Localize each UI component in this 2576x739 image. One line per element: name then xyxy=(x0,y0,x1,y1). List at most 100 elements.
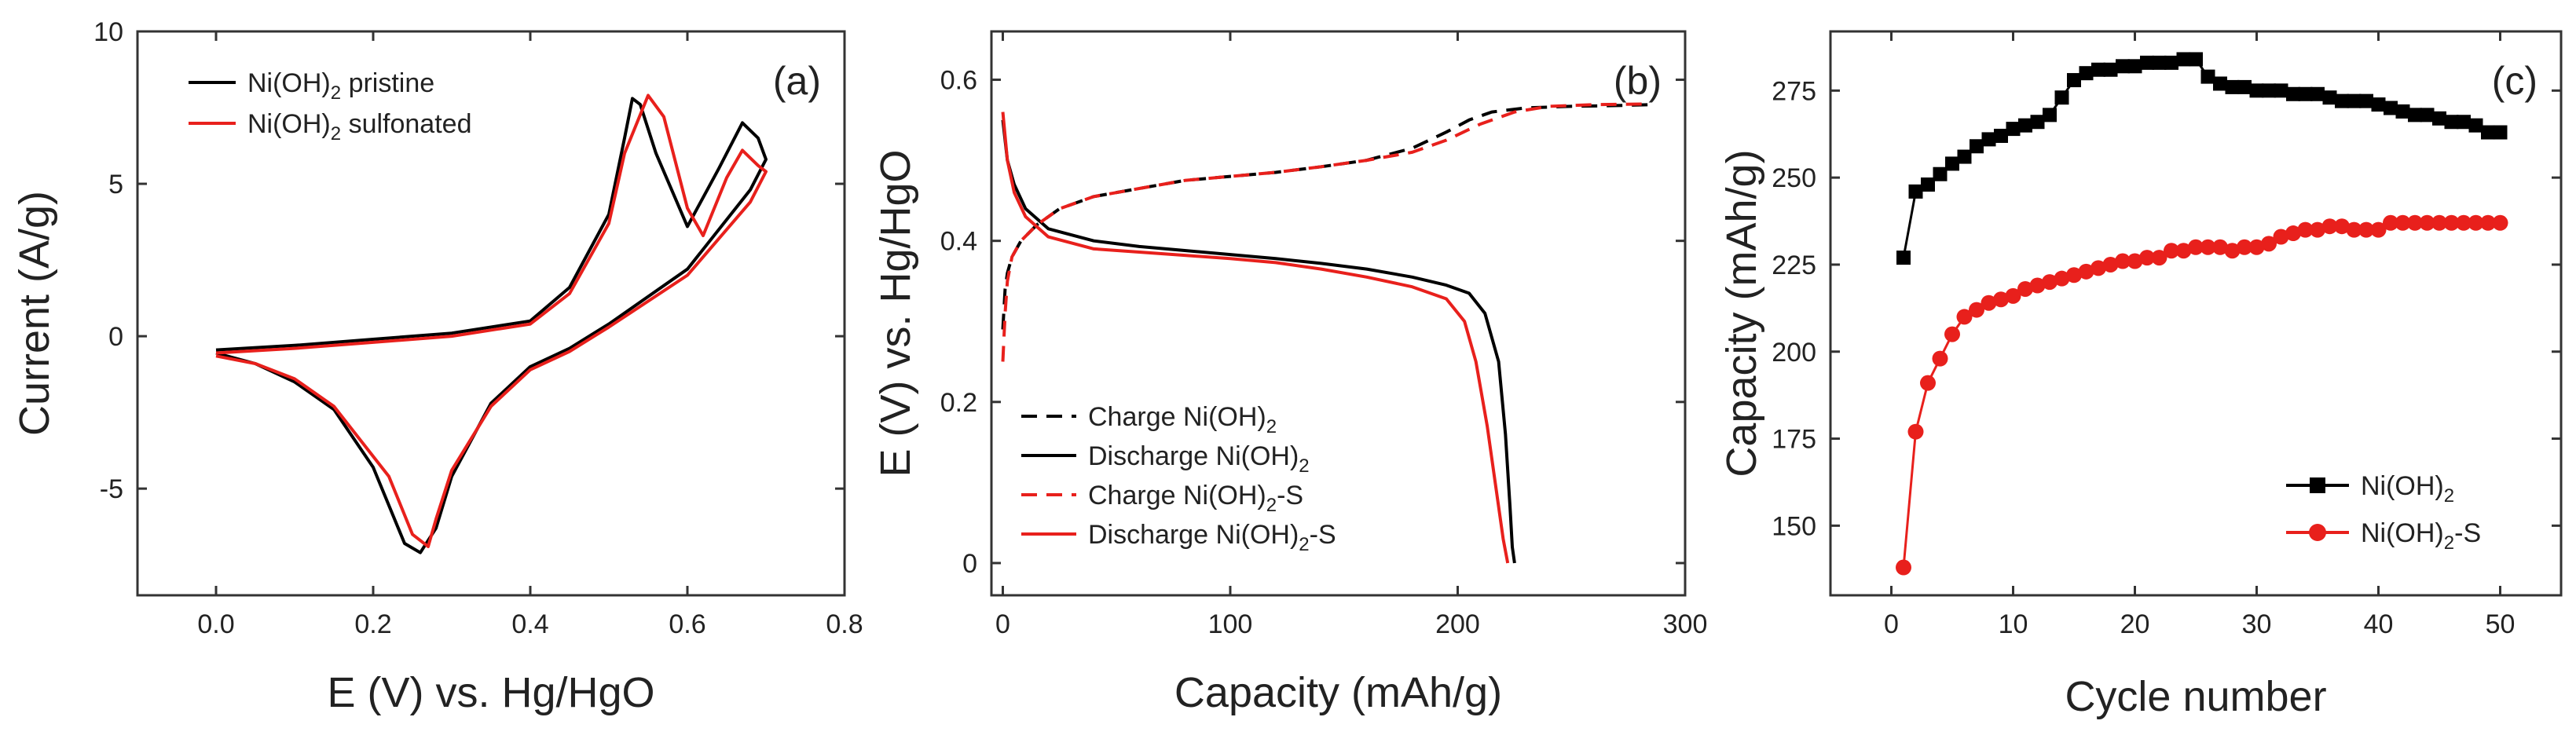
data-point xyxy=(2420,108,2435,123)
data-point xyxy=(1933,166,1948,181)
data-point xyxy=(2395,104,2410,119)
data-point xyxy=(2431,214,2447,231)
data-point xyxy=(2091,62,2105,77)
data-point xyxy=(2200,239,2216,255)
x-tick-label: 10 xyxy=(1999,609,2028,639)
data-point xyxy=(1896,559,1911,576)
data-point xyxy=(2127,253,2143,269)
data-point xyxy=(2018,118,2032,133)
data-point xyxy=(1896,251,1911,265)
data-point xyxy=(1994,128,2008,143)
x-axis-title: E (V) vs. Hg/HgO xyxy=(327,669,654,716)
series-3: Discharge Ni(OH)2-S xyxy=(1001,112,1510,564)
data-point xyxy=(2067,73,2081,88)
y-axis-title: Current (A/g) xyxy=(11,191,58,436)
x-tick-label: 200 xyxy=(1435,609,1480,639)
data-point xyxy=(2164,243,2179,259)
series-line xyxy=(215,97,768,554)
data-point xyxy=(2042,274,2058,291)
series-1: Discharge Ni(OH)2 xyxy=(1001,119,1516,564)
data-point xyxy=(2468,214,2484,231)
data-point xyxy=(2225,79,2240,94)
series-0: Ni(OH)2 pristine xyxy=(189,68,768,554)
y-tick-label: 175 xyxy=(1772,425,1816,455)
legend-label: Discharge Ni(OH)2 xyxy=(1088,441,1310,477)
x-tick-label: 0.2 xyxy=(354,609,391,639)
data-point xyxy=(2030,115,2045,130)
data-point xyxy=(2249,83,2264,98)
data-point xyxy=(2285,225,2301,242)
data-point xyxy=(2493,125,2508,140)
data-point xyxy=(2480,214,2496,231)
y-tick-label: 0.4 xyxy=(940,227,977,257)
data-point xyxy=(2151,250,2167,266)
data-point xyxy=(2066,267,2082,284)
x-tick-label: 100 xyxy=(1208,609,1253,639)
x-tick-label: 0.0 xyxy=(197,609,234,639)
y-tick-label: 200 xyxy=(1772,338,1816,368)
data-point xyxy=(2443,214,2460,231)
x-tick-label: 0 xyxy=(1884,609,1899,639)
x-tick-label: 0.8 xyxy=(826,609,863,639)
data-point xyxy=(1993,291,2009,308)
panel-label: (c) xyxy=(2492,59,2538,103)
data-point xyxy=(1957,149,1972,164)
data-point xyxy=(2127,59,2142,74)
plot-frame xyxy=(136,30,846,597)
legend-marker xyxy=(2309,524,2326,541)
x-tick-label: 20 xyxy=(2120,609,2150,639)
chart-panel-c: 0 10 20 30 40 50 150 175 200 225 250 275 Cycle numbe… xyxy=(1718,30,2563,720)
data-point xyxy=(2261,236,2277,252)
series-line xyxy=(1001,112,1510,564)
x-tick-label: 0 xyxy=(995,609,1010,639)
data-point xyxy=(1907,423,1924,440)
series-0: Ni(OH)2 xyxy=(1896,52,2508,507)
data-point xyxy=(2310,86,2325,101)
y-tick-label: -5 xyxy=(100,474,123,504)
data-point xyxy=(2079,66,2094,81)
data-point xyxy=(1981,295,1997,311)
data-point xyxy=(2017,280,2033,297)
series-line xyxy=(215,93,768,548)
data-point xyxy=(2006,122,2021,137)
y-tick-label: 225 xyxy=(1772,251,1816,280)
legend-marker xyxy=(2310,477,2325,493)
series-line xyxy=(1001,119,1516,564)
y-axis-title: Capacity (mAh/g) xyxy=(1718,149,1765,477)
x-axis-title: Cycle number xyxy=(2065,673,2326,720)
data-point xyxy=(2346,221,2362,238)
x-tick-label: 0.4 xyxy=(511,609,548,639)
data-point xyxy=(2102,256,2119,273)
data-point xyxy=(2116,59,2130,74)
data-point xyxy=(1921,177,1935,192)
legend-label: Charge Ni(OH)2 xyxy=(1088,402,1277,437)
data-point xyxy=(2492,214,2508,231)
data-point xyxy=(2090,260,2106,276)
data-point xyxy=(1981,132,1996,147)
data-point xyxy=(2273,229,2289,245)
data-point xyxy=(2432,111,2446,126)
legend-label: Charge Ni(OH)2-S xyxy=(1088,481,1303,516)
series-line xyxy=(1902,221,2501,568)
data-point xyxy=(2176,52,2191,67)
legend-label: Ni(OH)2 pristine xyxy=(247,68,434,104)
data-point xyxy=(2395,214,2411,231)
data-point xyxy=(2152,55,2167,70)
x-tick-label: 0.6 xyxy=(669,609,705,639)
series-1: Ni(OH)2 sulfonated xyxy=(189,93,768,548)
data-point xyxy=(2384,101,2398,115)
data-point xyxy=(2188,239,2204,255)
data-point xyxy=(2358,221,2374,238)
data-point xyxy=(2457,115,2471,130)
data-point xyxy=(2347,93,2362,108)
x-axis-title: Capacity (mAh/g) xyxy=(1174,669,1502,716)
data-point xyxy=(2262,83,2276,98)
chart-panel-a: 0.0 0.2 0.4 0.6 0.8 -5 0 5 10 E (V) vs. Hg/HgO Cur… xyxy=(11,17,863,716)
data-point xyxy=(1970,139,1984,154)
data-point xyxy=(2248,239,2265,255)
data-point xyxy=(2103,62,2118,77)
data-point xyxy=(2408,108,2422,123)
data-point xyxy=(2298,86,2313,101)
y-tick-label: 150 xyxy=(1772,511,1816,541)
